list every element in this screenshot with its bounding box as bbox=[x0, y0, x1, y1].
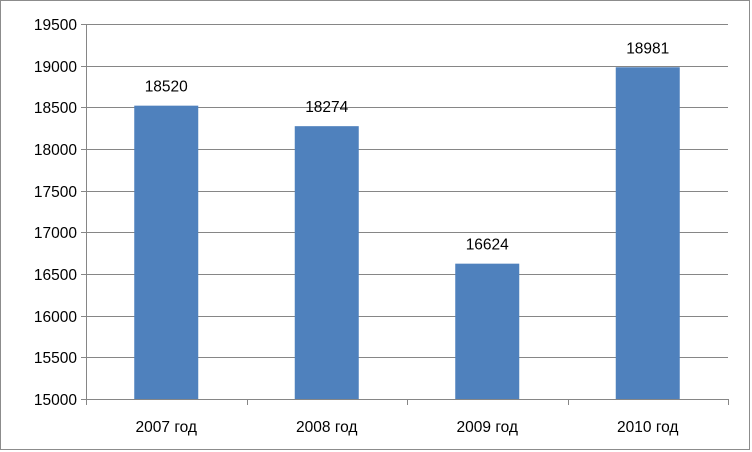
data-label: 18274 bbox=[305, 99, 348, 116]
bar-4 bbox=[615, 67, 680, 399]
x-tick-label: 2007 год bbox=[136, 419, 197, 436]
y-tick-labels: 15000 15500 16000 16500 17000 17500 18000 18500… bbox=[34, 17, 86, 409]
bar-1 bbox=[134, 105, 199, 400]
bar-3 bbox=[455, 263, 520, 399]
y-tick-label: 17000 bbox=[34, 225, 77, 242]
x-tick-label: 2008 год bbox=[296, 419, 357, 436]
data-labels: 18520 18274 16624 18981 bbox=[145, 40, 670, 253]
y-tick-label: 16500 bbox=[34, 267, 77, 284]
y-tick-label: 18000 bbox=[34, 142, 77, 159]
y-tick-label: 15500 bbox=[34, 350, 77, 367]
x-tick-labels: 2007 год 2008 год 2009 год 2010 год bbox=[86, 399, 729, 436]
data-label: 18981 bbox=[626, 40, 669, 57]
y-tick-label: 16000 bbox=[34, 309, 77, 326]
y-tick-label: 18500 bbox=[34, 100, 77, 117]
y-tick-label: 15000 bbox=[34, 392, 77, 409]
y-tick-label: 17500 bbox=[34, 184, 77, 201]
x-tick-label: 2010 год bbox=[617, 419, 678, 436]
y-tick-label: 19000 bbox=[34, 59, 77, 76]
data-label: 16624 bbox=[466, 237, 509, 254]
data-label: 18520 bbox=[145, 79, 188, 96]
y-tick-label: 19500 bbox=[34, 17, 77, 34]
bar-2 bbox=[294, 126, 359, 400]
bars bbox=[134, 67, 680, 400]
x-tick-label: 2009 год bbox=[457, 419, 518, 436]
